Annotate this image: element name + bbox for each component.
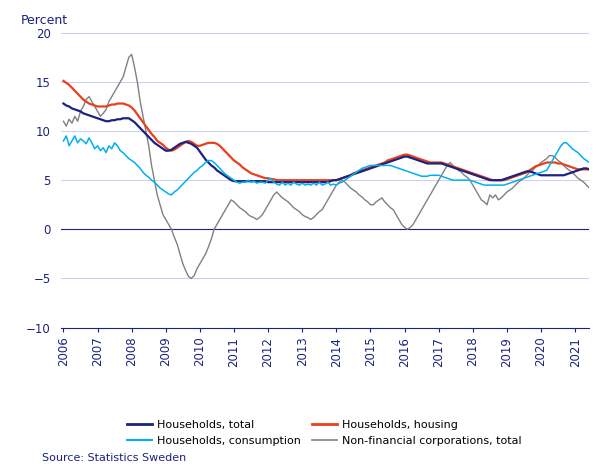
Legend: Households, total, Households, consumption, Households, housing, Non-financial c: Households, total, Households, consumpti… [123,416,526,450]
Text: Percent: Percent [21,14,68,27]
Text: Source: Statistics Sweden: Source: Statistics Sweden [42,453,187,463]
